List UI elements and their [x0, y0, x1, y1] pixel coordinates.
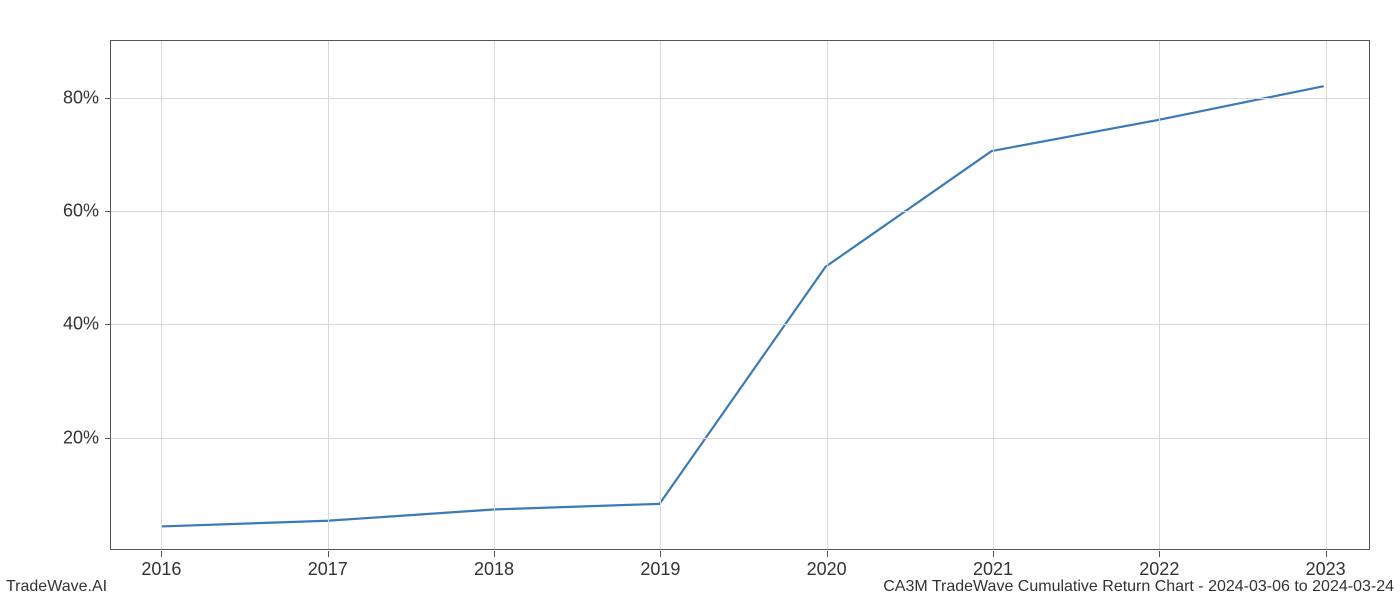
gridline-vertical [328, 41, 329, 549]
y-tick-mark [105, 438, 111, 439]
plot-area: 2016201720182019202020212022202320%40%60… [110, 40, 1370, 550]
gridline-horizontal [111, 98, 1369, 99]
x-tick-label: 2023 [1306, 559, 1346, 580]
x-tick-label: 2016 [141, 559, 181, 580]
x-tick-label: 2021 [973, 559, 1013, 580]
y-tick-label: 20% [63, 427, 99, 448]
gridline-vertical [494, 41, 495, 549]
x-tick-mark [993, 551, 994, 557]
y-tick-mark [105, 98, 111, 99]
gridline-vertical [161, 41, 162, 549]
x-tick-mark [161, 551, 162, 557]
y-tick-mark [105, 324, 111, 325]
x-tick-mark [328, 551, 329, 557]
footer-watermark-left: TradeWave.AI [6, 578, 107, 596]
y-tick-label: 80% [63, 87, 99, 108]
x-tick-label: 2022 [1139, 559, 1179, 580]
x-tick-mark [1326, 551, 1327, 557]
y-tick-label: 60% [63, 201, 99, 222]
gridline-vertical [660, 41, 661, 549]
gridline-vertical [993, 41, 994, 549]
gridline-vertical [827, 41, 828, 549]
x-tick-label: 2019 [640, 559, 680, 580]
y-tick-mark [105, 211, 111, 212]
x-tick-label: 2018 [474, 559, 514, 580]
x-tick-mark [1159, 551, 1160, 557]
x-tick-mark [660, 551, 661, 557]
line-series [111, 41, 1369, 549]
gridline-horizontal [111, 438, 1369, 439]
chart-container: 2016201720182019202020212022202320%40%60… [110, 40, 1370, 550]
y-tick-label: 40% [63, 314, 99, 335]
gridline-horizontal [111, 324, 1369, 325]
gridline-vertical [1326, 41, 1327, 549]
x-tick-label: 2017 [308, 559, 348, 580]
gridline-vertical [1159, 41, 1160, 549]
return-line [161, 86, 1323, 526]
x-tick-mark [494, 551, 495, 557]
x-tick-mark [827, 551, 828, 557]
x-tick-label: 2020 [807, 559, 847, 580]
footer-caption-right: CA3M TradeWave Cumulative Return Chart -… [883, 578, 1394, 596]
gridline-horizontal [111, 211, 1369, 212]
